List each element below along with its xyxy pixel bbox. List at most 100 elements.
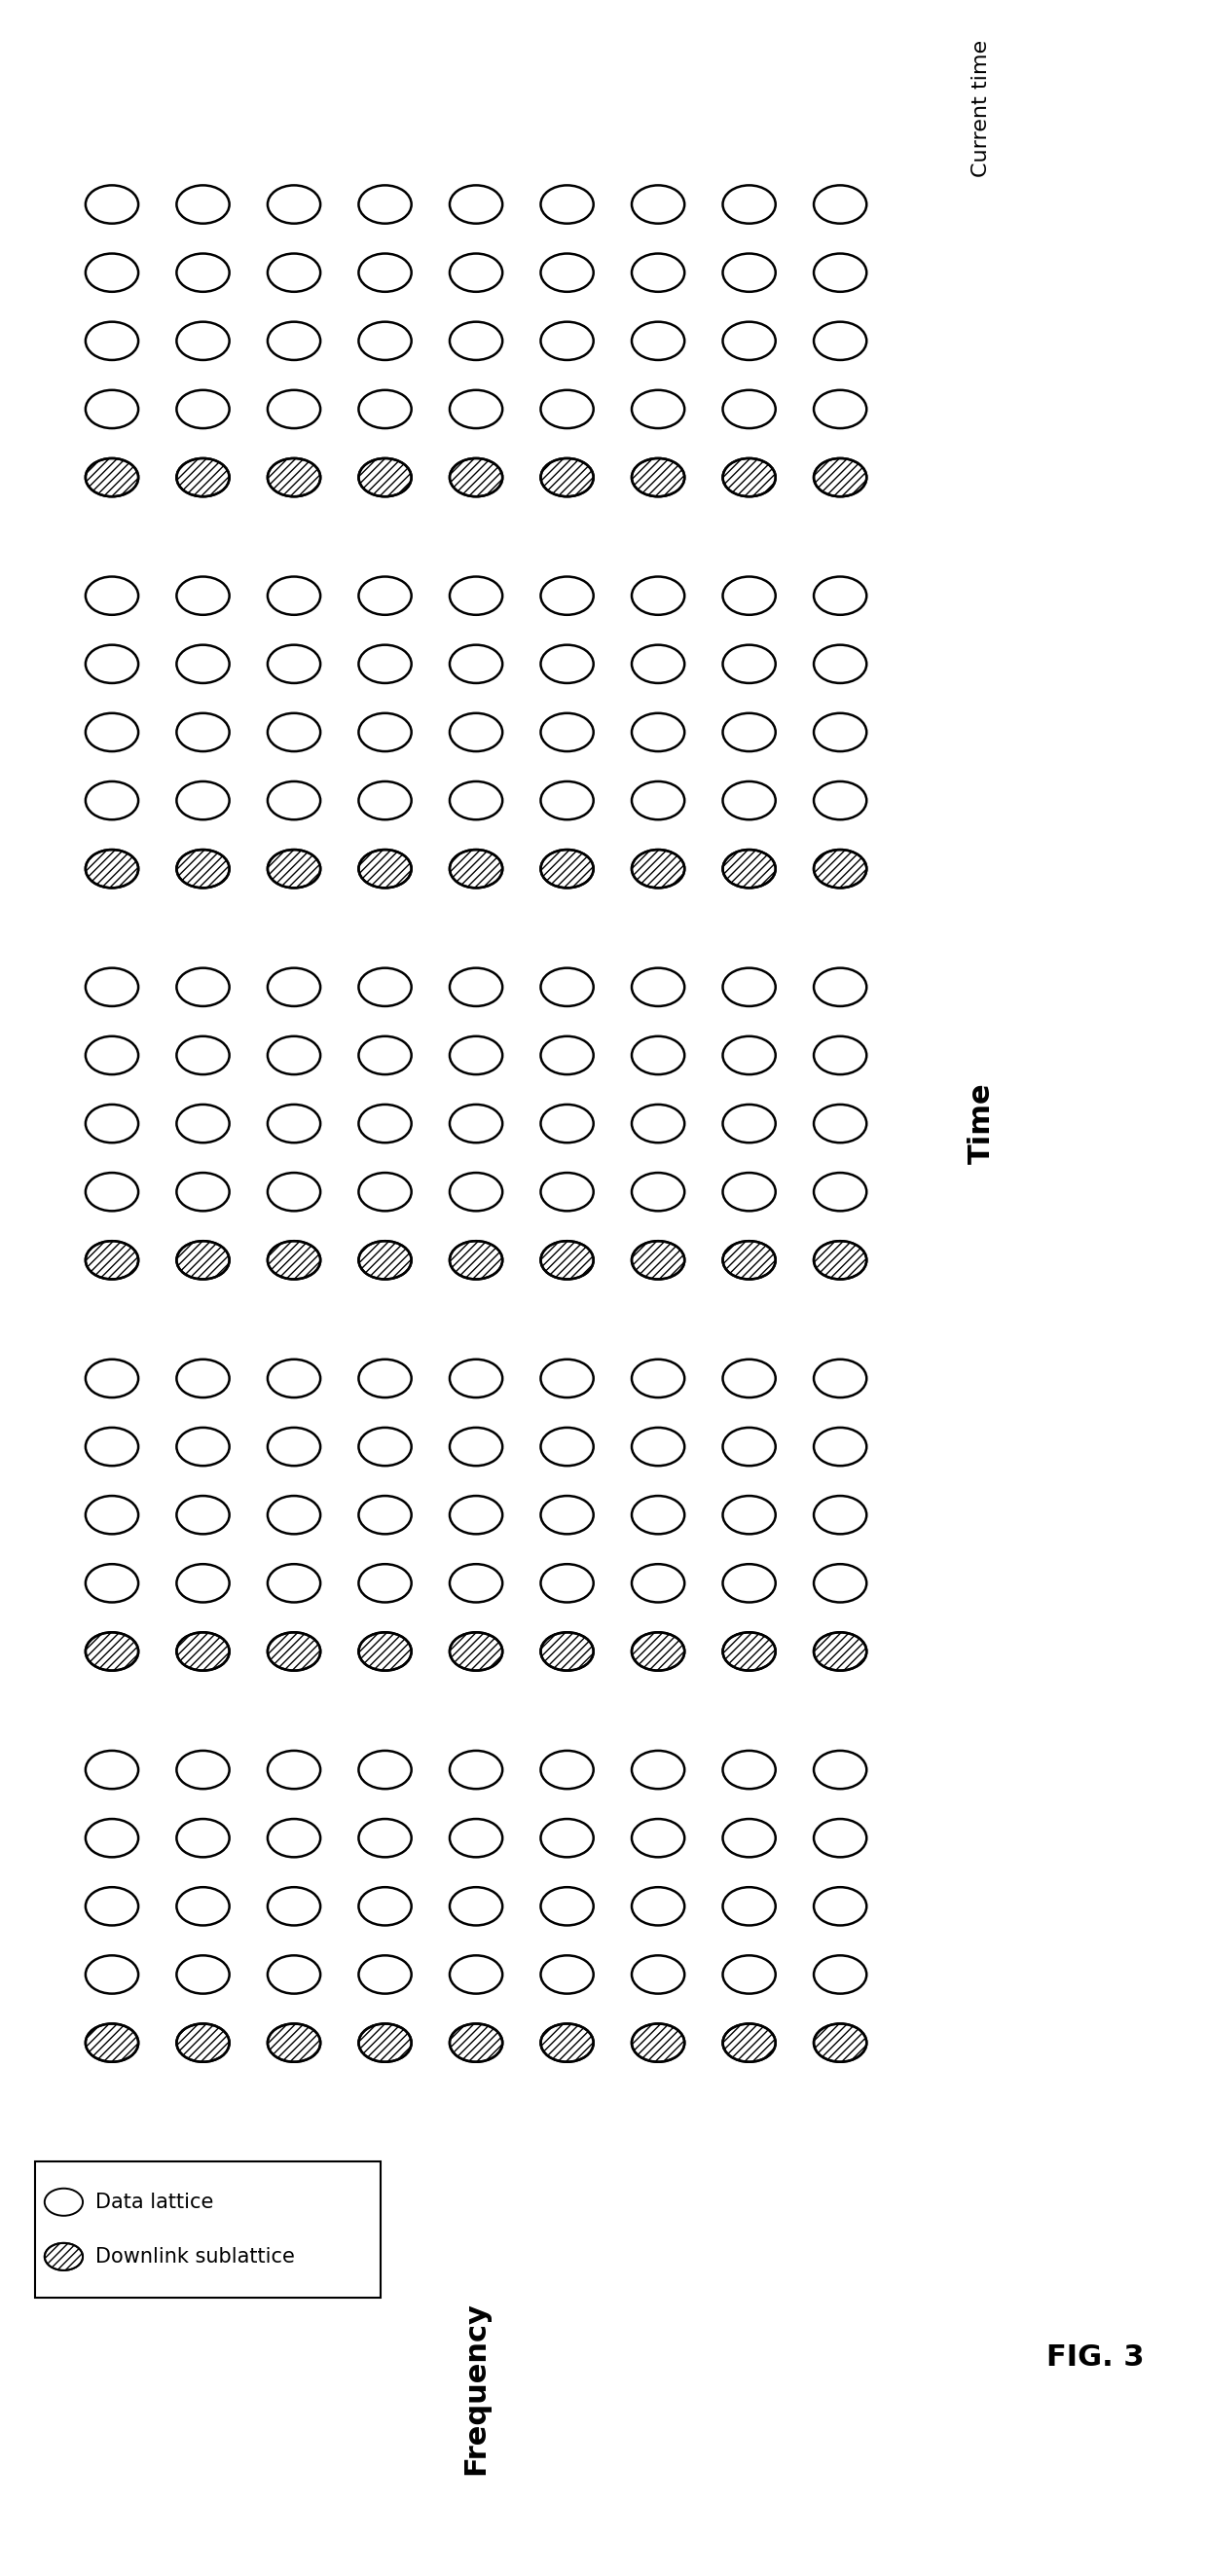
Ellipse shape <box>814 1242 867 1280</box>
Ellipse shape <box>631 459 684 497</box>
Ellipse shape <box>86 1633 139 1672</box>
Ellipse shape <box>814 1360 867 1399</box>
Ellipse shape <box>86 714 139 752</box>
Ellipse shape <box>631 1242 684 1280</box>
Ellipse shape <box>86 644 139 683</box>
Ellipse shape <box>450 1819 502 1857</box>
Ellipse shape <box>541 644 594 683</box>
Ellipse shape <box>358 1888 412 1924</box>
Ellipse shape <box>814 252 867 291</box>
Ellipse shape <box>358 1955 412 1994</box>
Ellipse shape <box>268 850 320 889</box>
Text: Downlink sublattice: Downlink sublattice <box>95 2246 295 2267</box>
Ellipse shape <box>631 389 684 428</box>
Ellipse shape <box>723 2025 776 2061</box>
Ellipse shape <box>450 2025 502 2061</box>
Ellipse shape <box>814 389 867 428</box>
Ellipse shape <box>631 714 684 752</box>
Ellipse shape <box>814 1036 867 1074</box>
Ellipse shape <box>268 185 320 224</box>
Ellipse shape <box>631 1497 684 1535</box>
Ellipse shape <box>814 1752 867 1788</box>
Ellipse shape <box>631 252 684 291</box>
Ellipse shape <box>268 2025 320 2061</box>
Ellipse shape <box>176 1242 229 1280</box>
Ellipse shape <box>86 185 139 224</box>
Ellipse shape <box>176 1955 229 1994</box>
Ellipse shape <box>268 322 320 361</box>
Ellipse shape <box>814 714 867 752</box>
Ellipse shape <box>268 1752 320 1788</box>
Ellipse shape <box>268 1172 320 1211</box>
Ellipse shape <box>723 1172 776 1211</box>
Ellipse shape <box>176 714 229 752</box>
Ellipse shape <box>358 1360 412 1399</box>
Ellipse shape <box>814 185 867 224</box>
Ellipse shape <box>450 252 502 291</box>
Ellipse shape <box>268 1564 320 1602</box>
Ellipse shape <box>541 322 594 361</box>
Ellipse shape <box>814 459 867 497</box>
Ellipse shape <box>723 252 776 291</box>
Ellipse shape <box>450 1888 502 1924</box>
Ellipse shape <box>358 1752 412 1788</box>
Ellipse shape <box>814 1633 867 1672</box>
Ellipse shape <box>358 389 412 428</box>
Ellipse shape <box>723 1105 776 1144</box>
Ellipse shape <box>814 1172 867 1211</box>
Ellipse shape <box>814 1564 867 1602</box>
Ellipse shape <box>450 850 502 889</box>
Ellipse shape <box>631 1752 684 1788</box>
Ellipse shape <box>176 1564 229 1602</box>
Ellipse shape <box>86 1955 139 1994</box>
Ellipse shape <box>268 1633 320 1672</box>
Ellipse shape <box>358 1242 412 1280</box>
Ellipse shape <box>541 1752 594 1788</box>
Ellipse shape <box>723 322 776 361</box>
Ellipse shape <box>814 1819 867 1857</box>
Ellipse shape <box>723 1564 776 1602</box>
Ellipse shape <box>541 1497 594 1535</box>
Ellipse shape <box>541 1955 594 1994</box>
Ellipse shape <box>541 185 594 224</box>
Ellipse shape <box>723 1752 776 1788</box>
Ellipse shape <box>450 1497 502 1535</box>
Ellipse shape <box>268 389 320 428</box>
Ellipse shape <box>723 459 776 497</box>
Text: FIG. 3: FIG. 3 <box>1046 2344 1144 2372</box>
Ellipse shape <box>268 1360 320 1399</box>
Ellipse shape <box>268 1888 320 1924</box>
Ellipse shape <box>358 459 412 497</box>
Ellipse shape <box>86 322 139 361</box>
Ellipse shape <box>541 1360 594 1399</box>
Ellipse shape <box>86 1427 139 1466</box>
Ellipse shape <box>268 1497 320 1535</box>
Ellipse shape <box>723 1633 776 1672</box>
Ellipse shape <box>268 1427 320 1466</box>
Ellipse shape <box>541 781 594 819</box>
Ellipse shape <box>358 1105 412 1144</box>
Ellipse shape <box>723 850 776 889</box>
Ellipse shape <box>450 1105 502 1144</box>
Ellipse shape <box>358 1564 412 1602</box>
Ellipse shape <box>541 1633 594 1672</box>
Ellipse shape <box>450 1427 502 1466</box>
Ellipse shape <box>723 969 776 1007</box>
Ellipse shape <box>358 969 412 1007</box>
Ellipse shape <box>541 1036 594 1074</box>
Ellipse shape <box>176 781 229 819</box>
Ellipse shape <box>723 1888 776 1924</box>
Ellipse shape <box>723 1036 776 1074</box>
Ellipse shape <box>723 1497 776 1535</box>
Ellipse shape <box>541 1105 594 1144</box>
Ellipse shape <box>268 1955 320 1994</box>
Ellipse shape <box>450 389 502 428</box>
Ellipse shape <box>268 577 320 616</box>
Ellipse shape <box>450 781 502 819</box>
Ellipse shape <box>541 2025 594 2061</box>
Ellipse shape <box>86 1888 139 1924</box>
Ellipse shape <box>176 577 229 616</box>
Ellipse shape <box>631 1360 684 1399</box>
Ellipse shape <box>450 714 502 752</box>
Ellipse shape <box>358 781 412 819</box>
